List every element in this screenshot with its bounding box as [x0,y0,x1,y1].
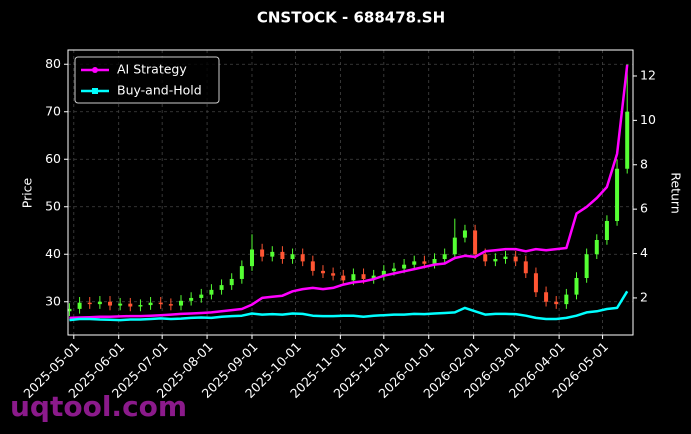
line-series [69,64,629,320]
candle-body [462,230,467,238]
candle-body [533,273,538,293]
candle-body [239,266,244,279]
candle-body [442,254,447,259]
candle-body [473,230,478,255]
chart-title: CNSTOCK - 688478.SH [257,9,445,27]
candle-body [229,278,234,286]
candle-body [625,111,630,169]
candle-body [138,305,143,307]
candle-body [249,249,254,267]
candle-body [219,285,224,290]
y-tick-label: 70 [45,103,61,118]
line-series [69,290,629,322]
candle-body [402,264,407,269]
candle-body [280,251,285,259]
candle-body [391,268,396,271]
y-tick-label: 60 [45,151,61,166]
candle-body [189,297,194,301]
y2-tick-label: 4 [640,245,648,260]
watermark: uqtool.com [10,390,187,423]
y-axis-label: Price [20,177,35,208]
candle-body [523,261,528,274]
legend-label: Buy-and-Hold [117,83,202,98]
legend-marker [92,67,98,73]
candle-body [67,308,72,312]
plot-frame [67,49,634,336]
candle-body [452,237,457,255]
candle-body [290,254,295,259]
y2-axis-label: Return [669,172,684,213]
legend-box [74,56,220,104]
y-tick-label: 30 [45,293,61,308]
candle-body [310,261,315,271]
y2-tick-label: 10 [640,112,656,127]
candle-body [564,294,569,305]
candle-body [168,304,173,306]
candle-body [270,251,275,257]
y-tick-label: 80 [45,56,61,71]
candle-body [503,256,508,259]
candle-body [118,303,123,306]
candle-body [432,259,437,264]
candle-body [331,273,336,276]
candle-body [483,254,488,262]
legend-marker [92,88,98,94]
candle-body [544,292,549,302]
candle-body [341,275,346,281]
candle-body [554,301,559,305]
y-tick-label: 50 [45,198,61,213]
candle-body [148,302,153,306]
candle-body [412,261,417,265]
candle-body [77,302,82,309]
candle-body [87,302,92,305]
candle-body [574,278,579,295]
candle-body [179,300,183,306]
candle-body [320,270,325,274]
y-tick-label: 40 [45,246,61,261]
candle-body [371,275,376,279]
candle-body [351,274,356,281]
y2-tick-label: 6 [640,201,648,216]
legend-label: AI Strategy [117,62,187,77]
candle-body [422,261,427,264]
y2-tick-label: 8 [640,156,648,171]
y2-tick-label: 12 [640,67,656,82]
candle-body [584,254,589,278]
candle-body [594,240,599,255]
candle-body [199,294,204,298]
candle-body [209,289,214,295]
candle-body [381,270,386,276]
candle-body [361,274,366,279]
candle-body [108,301,113,306]
candle-body [260,249,265,257]
candle-body [615,168,620,221]
candle-body [604,221,609,240]
candle-body [513,256,518,262]
candle-body [128,303,133,307]
candle-body [97,301,102,305]
y2-tick-label: 2 [640,289,648,304]
candle-body [300,254,305,262]
candle-body [493,259,498,262]
candle-body [158,302,163,305]
